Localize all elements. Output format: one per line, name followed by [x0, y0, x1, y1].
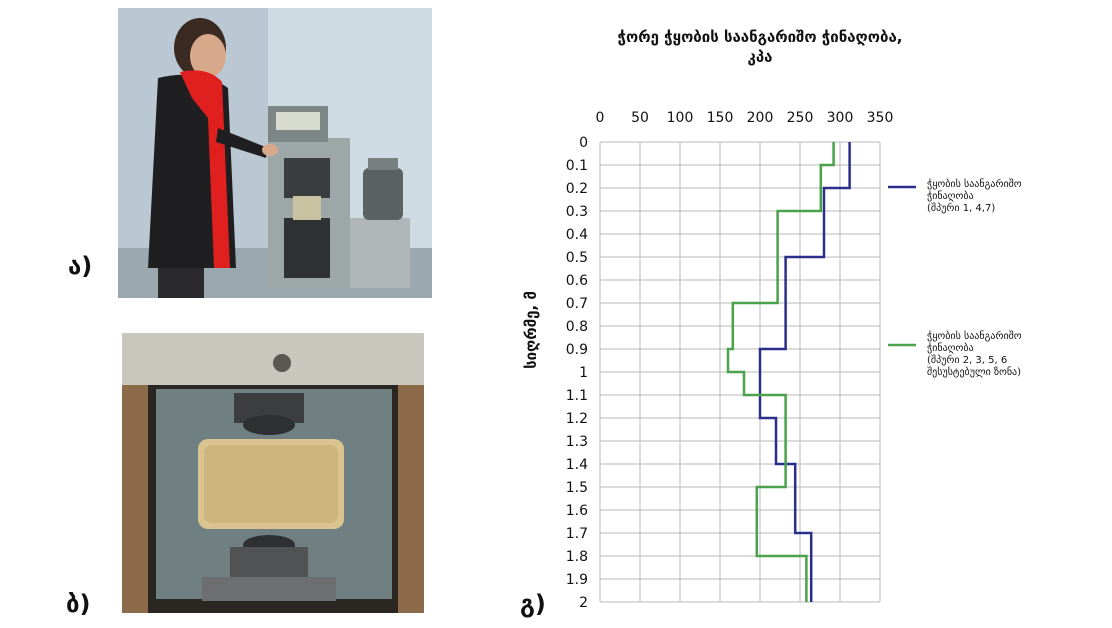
- chart-title: ჭორე ჭყობის საანგარიშო ჭინაღობა,: [618, 28, 903, 46]
- x-tick-label: 300: [827, 110, 854, 126]
- panel-label-b: ბ): [66, 590, 91, 618]
- x-tick-label: 200: [747, 110, 774, 126]
- x-tick-label: 350: [867, 110, 894, 126]
- legend-label: ჭინაღობა: [927, 342, 974, 354]
- lab-photo-illustration: [118, 8, 432, 298]
- y-tick-label: 1.5: [566, 480, 588, 496]
- specimen-photo-illustration: [122, 333, 424, 613]
- y-axis-ticks: 0 0.1 0.2 0.3 0.4 0.5 0.6 0.7 0.8 0.9 1 1.1 1.2 1.3 1.…: [566, 135, 588, 611]
- legend-label: (შპური 2, 3, 5, 6: [927, 354, 1007, 366]
- series-line-1: [758, 142, 851, 602]
- legend-label: ჭყობის საანგარიშო: [927, 330, 1022, 342]
- x-tick-label: 50: [631, 110, 649, 126]
- x-tick-label: 100: [667, 110, 694, 126]
- lab-photo: [118, 8, 432, 298]
- y-tick-label: 0.6: [566, 273, 588, 289]
- y-tick-label: 2: [579, 595, 588, 611]
- x-tick-label: 0: [596, 110, 605, 126]
- y-tick-label: 1.6: [566, 503, 588, 519]
- x-tick-label: 150: [707, 110, 734, 126]
- y-tick-label: 1.4: [566, 457, 588, 473]
- legend-label: შესუსტებული ზონა): [927, 366, 1021, 378]
- y-tick-label: 1: [579, 365, 588, 381]
- chart-grid: [599, 141, 881, 603]
- y-tick-label: 0.9: [566, 342, 588, 358]
- y-tick-label: 1.3: [566, 434, 588, 450]
- y-tick-label: 1.8: [566, 549, 588, 565]
- y-tick-label: 1.2: [566, 411, 588, 427]
- y-tick-label: 1.7: [566, 526, 588, 542]
- y-tick-label: 0.1: [566, 158, 588, 174]
- y-tick-label: 0.3: [566, 204, 588, 220]
- y-tick-label: 0.5: [566, 250, 588, 266]
- y-tick-label: 0.2: [566, 181, 588, 197]
- y-tick-label: 0.8: [566, 319, 588, 335]
- specimen-photo: [122, 333, 424, 613]
- x-tick-label: 250: [787, 110, 814, 126]
- legend-label: ჭინაღობა: [927, 190, 974, 202]
- y-tick-label: 0.4: [566, 227, 588, 243]
- chart-title-unit: კპა: [748, 48, 773, 66]
- panel-label-c: გ): [520, 590, 546, 618]
- panel-label-a: ა): [68, 252, 93, 280]
- y-tick-label: 1.9: [566, 572, 588, 588]
- legend-label: ჭყობის საანგარიშო: [927, 178, 1022, 190]
- y-axis-label: სიღრმე, მ: [522, 291, 540, 369]
- y-tick-label: 0: [579, 135, 588, 151]
- y-tick-label: 1.1: [566, 388, 588, 404]
- y-tick-label: 0.7: [566, 296, 588, 312]
- resistance-depth-chart: ჭორე ჭყობის საანგარიშო ჭინაღობა, კპა სიღ…: [522, 28, 1022, 611]
- series-line-2: [726, 142, 835, 602]
- x-axis-ticks: 0 50 100 150 200 250 300 350: [596, 110, 894, 126]
- legend-label: (შპური 1, 4,7): [927, 202, 995, 214]
- chart-series: [726, 142, 851, 602]
